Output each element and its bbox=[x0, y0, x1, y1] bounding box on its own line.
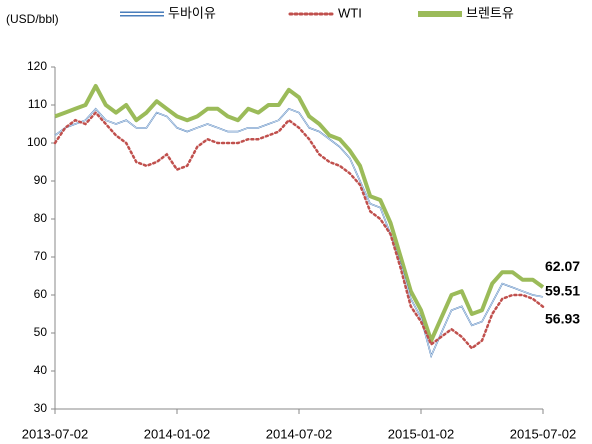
x-tick-label: 2014-07-02 bbox=[266, 426, 333, 441]
y-tick-label: 120 bbox=[27, 59, 47, 73]
y-tick-label: 100 bbox=[27, 135, 47, 149]
x-tick-label: 2013-07-02 bbox=[22, 426, 89, 441]
end-value-label: 62.07 bbox=[545, 258, 580, 274]
legend-label: 두바이유 bbox=[168, 5, 216, 20]
legend-label: WTI bbox=[338, 5, 362, 20]
series-line bbox=[54, 84, 545, 343]
y-tick-label: 90 bbox=[34, 173, 48, 187]
y-tick-label: 30 bbox=[34, 401, 48, 415]
y-tick-label: 70 bbox=[34, 249, 48, 263]
x-tick-label: 2015-01-02 bbox=[388, 426, 455, 441]
y-tick-label: 110 bbox=[28, 97, 47, 111]
y-tick-label: 60 bbox=[34, 287, 48, 301]
legend-label: 브렌트유 bbox=[466, 5, 514, 20]
end-value-label: 56.93 bbox=[545, 310, 580, 326]
y-tick-label: 40 bbox=[34, 363, 48, 377]
x-tick-label: 2014-01-02 bbox=[144, 426, 211, 441]
end-value-label: 59.51 bbox=[545, 283, 580, 299]
x-tick-label: 2015-07-02 bbox=[510, 426, 577, 441]
series-line bbox=[53, 110, 545, 350]
y-axis-label: (USD/bbl) bbox=[6, 12, 59, 26]
y-tick-label: 50 bbox=[34, 325, 48, 339]
series-line-inner bbox=[54, 108, 544, 357]
y-tick-label: 80 bbox=[34, 211, 48, 225]
